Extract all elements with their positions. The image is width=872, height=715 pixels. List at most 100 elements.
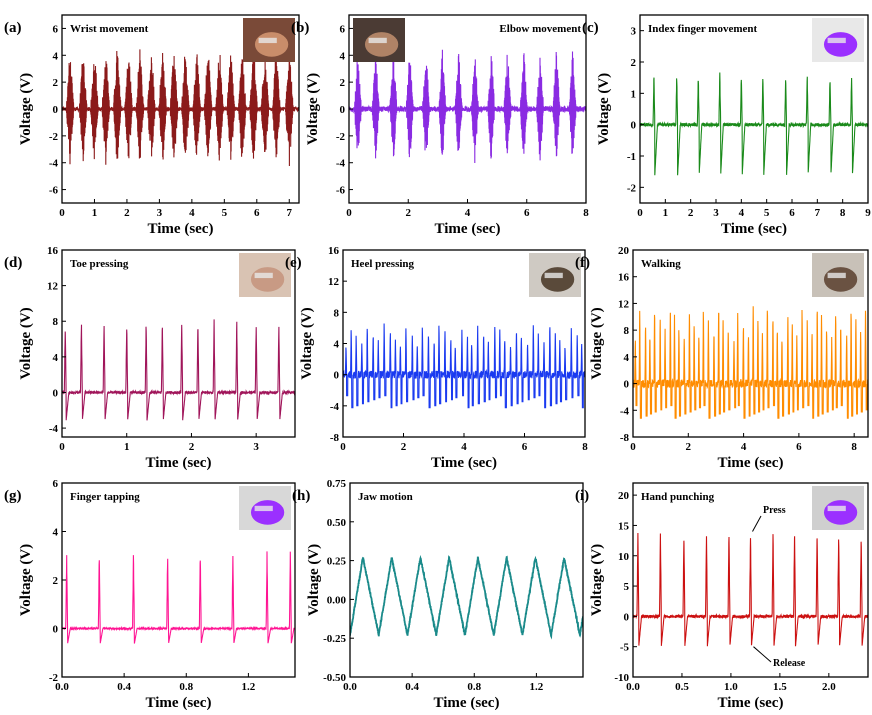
inset-sensor [254,505,273,512]
x-tick-label: 4 [189,207,195,219]
inset-subject [364,32,399,57]
y-tick-label: 0 [340,104,346,116]
inset-sensor [368,37,387,44]
x-axis-label: Time (sec) [146,455,212,471]
y-tick-label: 2 [340,77,346,89]
foot-photo [239,253,291,297]
y-axis-label: Voltage (V) [596,73,612,145]
x-tick-label: 0 [340,441,346,453]
y-tick-label: -8 [620,432,630,444]
x-tick-label: 8 [840,207,846,219]
x-axis-label: Time (sec) [718,695,784,710]
y-tick-label: 0.25 [327,556,347,568]
y-axis-label: Voltage (V) [589,307,605,379]
x-tick-label: 1.0 [724,681,738,693]
series-line [62,49,299,167]
panel-title: Jaw motion [358,491,413,503]
x-tick-label: 2 [124,207,130,219]
y-tick-label: -8 [330,432,340,444]
y-tick-label: -1 [627,151,636,163]
y-tick-label: -0.50 [323,672,346,684]
inset-sensor [258,37,277,44]
y-axis-label: Voltage (V) [299,307,315,379]
inset-subject [250,267,285,292]
y-tick-label: -2 [49,131,59,143]
panel-label: (e) [285,255,302,271]
x-axis-label: Time (sec) [148,221,214,237]
panel-title: Hand punching [641,491,715,503]
y-tick-label: -5 [620,642,630,654]
x-tick-label: 6 [789,207,795,219]
y-tick-label: -4 [336,158,346,170]
y-tick-label: 0.75 [327,478,347,490]
y-tick-label: 0 [334,370,340,382]
y-axis-label: Voltage (V) [18,73,34,145]
y-tick-label: -4 [330,401,340,413]
panel-b: 0 2 4 6 8 -6 -4 -2 0 2 4 6 Time (sec) Voltage (V) (b) E… [291,14,589,237]
y-tick-label: 0 [53,387,59,399]
annotation-release: Release [773,658,806,669]
x-tick-label: 1 [124,441,130,453]
y-tick-label: 4 [624,352,630,364]
inset-subject [540,267,575,292]
x-tick-label: 3 [157,207,163,219]
panel-label: (b) [291,20,309,36]
y-tick-label: 4 [53,352,59,364]
y-tick-label: 10 [618,551,630,563]
y-tick-label: 12 [618,298,630,310]
x-tick-label: 4 [465,207,471,219]
y-tick-label: 16 [47,245,59,257]
x-tick-label: 4 [741,441,747,453]
x-axis-label: Time (sec) [146,695,212,710]
y-tick-label: 16 [618,272,630,284]
y-tick-label: 12 [328,276,340,288]
y-tick-label: 15 [618,520,630,532]
y-tick-label: 2 [631,57,637,69]
inset-subject [250,500,285,525]
plot-frame [632,482,869,678]
y-tick-label: -2 [627,182,637,194]
y-tick-label: 6 [340,23,346,35]
x-tick-label: 7 [815,207,821,219]
plot-frame [639,14,869,204]
y-tick-label: 1 [631,88,637,100]
x-tick-label: 8 [583,207,589,219]
x-tick-label: 0 [59,441,65,453]
inset-sensor [827,37,846,44]
series-line [640,72,868,176]
glove-photo [812,18,864,62]
y-tick-label: -2 [336,131,346,143]
y-tick-label: 3 [631,26,637,38]
panel-label: (a) [4,20,22,36]
y-tick-label: 16 [328,245,340,257]
x-tick-label: 6 [522,441,528,453]
annotation-press: Press [763,505,786,516]
y-tick-label: 0.50 [327,517,347,529]
y-tick-label: -6 [49,185,59,197]
y-tick-label: -0.25 [323,633,346,645]
y-tick-label: 20 [618,245,630,257]
series-line [62,319,295,421]
y-tick-label: 0.00 [327,594,347,606]
y-tick-label: 2 [53,77,59,89]
panel-a: 0 1 2 3 4 5 6 7 -6 -4 -2 0 2 4 6 Time (sec) Voltage (V) (… [4,14,300,237]
y-tick-label: 6 [53,478,59,490]
y-tick-label: 4 [53,50,59,62]
y-tick-label: 0 [53,104,59,116]
y-tick-label: 12 [47,281,59,293]
shoe-walk-photo [812,253,864,297]
y-axis-label: Voltage (V) [18,307,34,379]
inset-sensor [827,272,846,279]
x-tick-label: 1 [663,207,669,219]
x-tick-label: 2 [406,207,412,219]
x-tick-label: 0.0 [55,681,69,693]
y-axis-label: Voltage (V) [18,544,34,616]
series-line [633,532,868,647]
panel-h: 0.0 0.4 0.8 1.2 -0.50 -0.25 0.00 0.25 0.50 0.75 Ti… [292,478,584,711]
annotation-press-arrow [752,515,762,532]
x-tick-label: 5 [222,207,228,219]
x-tick-label: 6 [524,207,530,219]
y-tick-label: 20 [618,490,630,502]
